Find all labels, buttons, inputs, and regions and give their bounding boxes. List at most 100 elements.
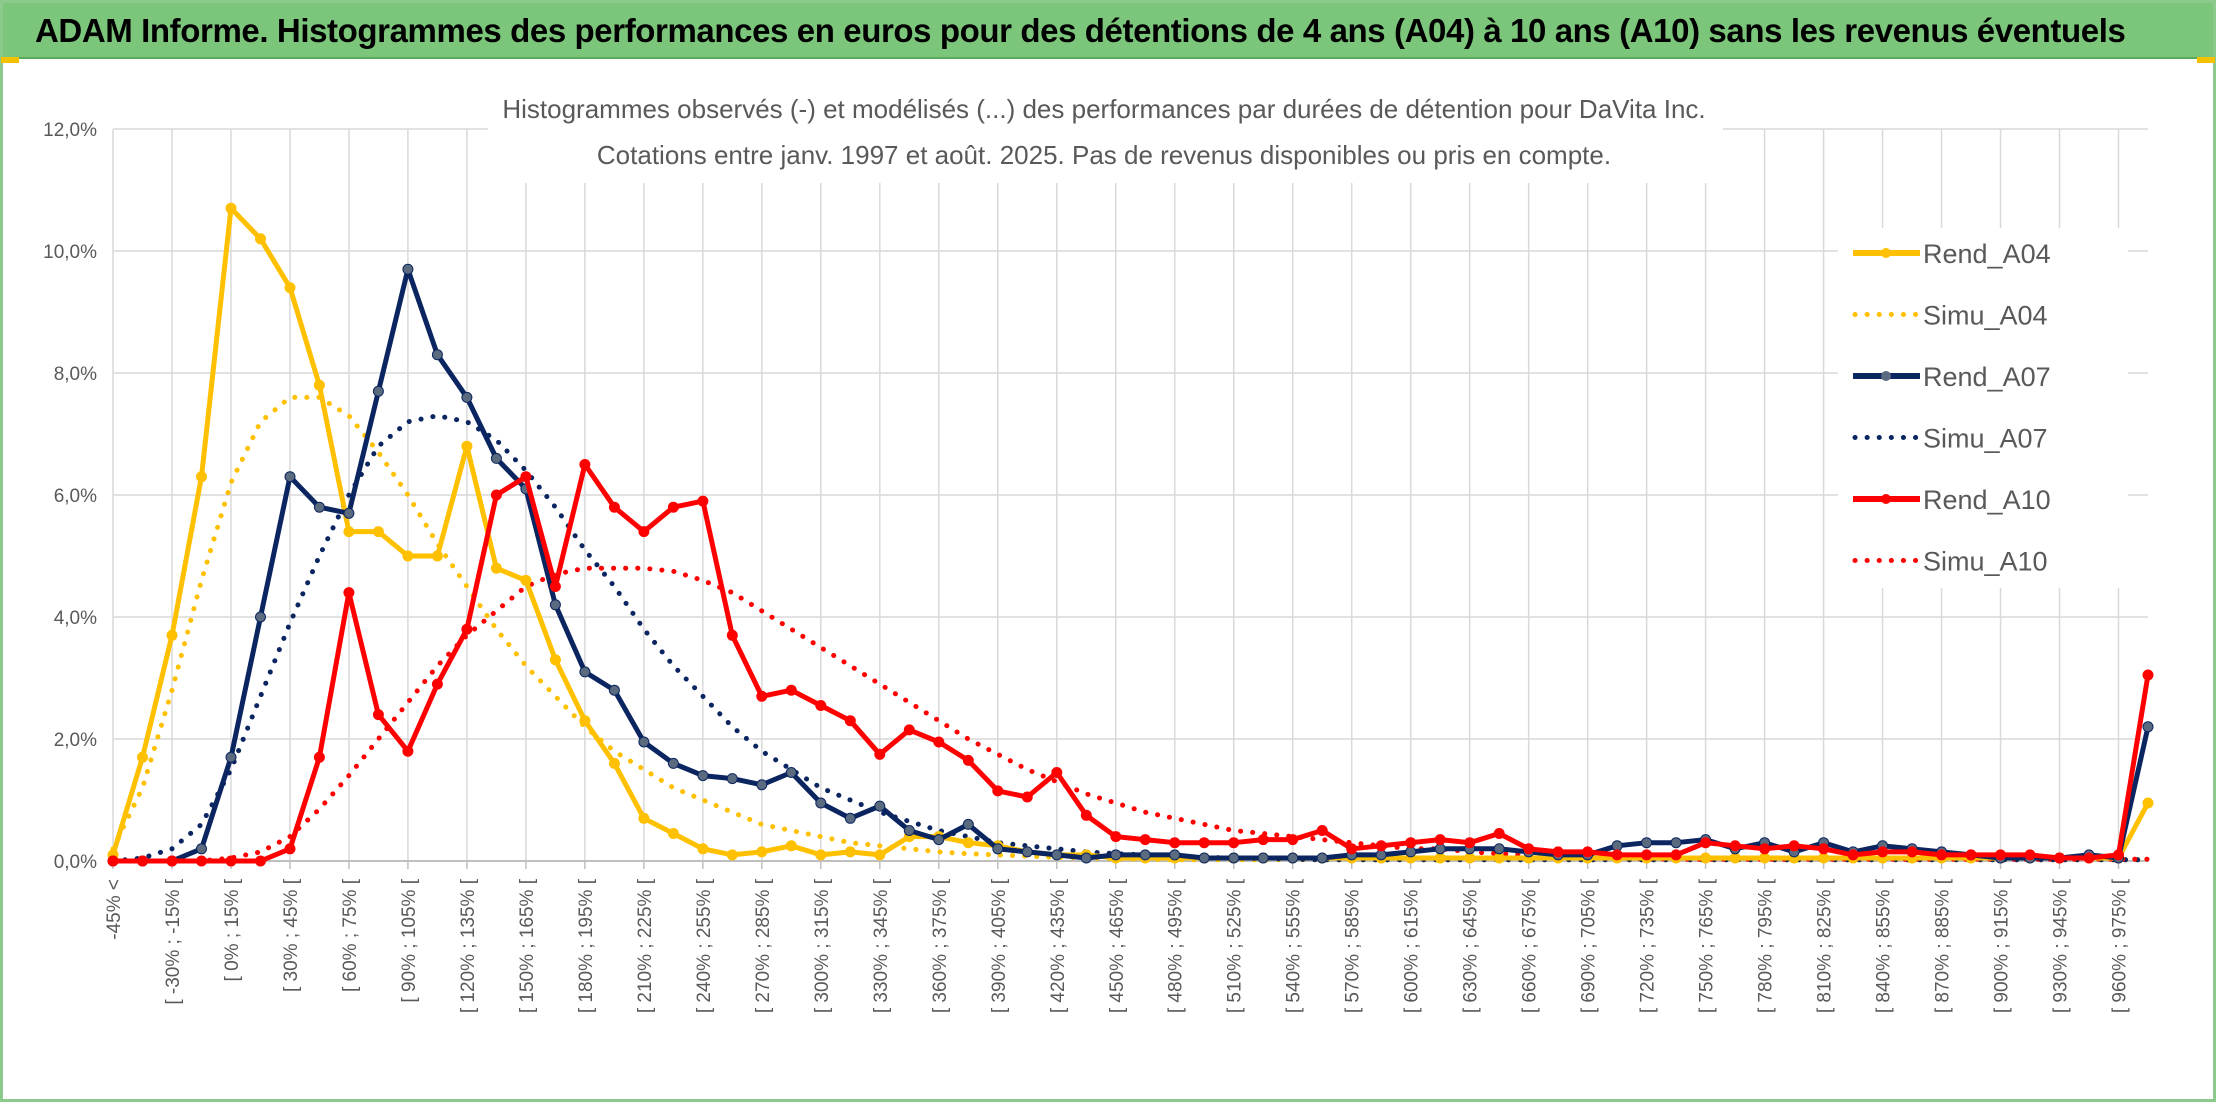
data-point — [225, 751, 237, 763]
corner-mark-right — [2197, 57, 2215, 63]
data-point — [284, 471, 296, 483]
data-point — [313, 751, 325, 763]
x-tick-label: [ 330% ; 345% [ — [871, 878, 892, 1013]
x-tick-label: [ 930% ; 945% [ — [2051, 878, 2072, 1013]
data-point — [1847, 849, 1859, 861]
x-tick-label: [ 390% ; 405% [ — [989, 878, 1010, 1013]
data-point — [490, 489, 502, 501]
corner-mark-left — [1, 57, 19, 63]
data-point — [1228, 852, 1240, 864]
data-point — [844, 812, 856, 824]
x-tick-label: [ 510% ; 525% [ — [1225, 878, 1246, 1013]
data-point — [313, 379, 325, 391]
data-point — [1434, 852, 1446, 864]
x-tick-label: [ 210% ; 225% [ — [635, 878, 656, 1013]
legend-label: Rend_A10 — [1923, 485, 2051, 515]
data-point — [196, 471, 207, 483]
data-point — [1995, 849, 2006, 861]
legend-marker — [1881, 371, 1891, 381]
data-point — [402, 550, 414, 562]
data-point — [726, 849, 738, 861]
x-tick-label: [ 420% ; 435% [ — [1048, 878, 1069, 1013]
x-tick-label: [ 30% ; 45% [ — [281, 878, 302, 992]
data-point — [1287, 852, 1299, 864]
data-point — [579, 666, 591, 678]
data-point — [1346, 843, 1358, 855]
x-tick-label: [ 840% ; 855% [ — [1874, 878, 1895, 1013]
data-point — [785, 767, 797, 778]
data-point — [1700, 852, 1712, 864]
data-point — [874, 800, 886, 812]
data-point — [490, 452, 502, 464]
x-tick-label: [ 780% ; 795% [ — [1756, 878, 1777, 1013]
data-point — [255, 233, 266, 245]
data-point — [137, 855, 148, 867]
legend-label: Simu_A07 — [1923, 424, 2048, 454]
data-point — [1729, 852, 1741, 864]
data-point — [579, 715, 591, 727]
data-point — [726, 629, 738, 641]
legend-item-rend-a07: Rend_A07 — [1853, 362, 2051, 392]
data-point — [1375, 840, 1387, 852]
data-point — [1198, 852, 1210, 864]
data-point — [1670, 837, 1682, 849]
x-tick-label: [ 90% ; 105% [ — [399, 878, 420, 1002]
data-point — [520, 574, 532, 586]
data-point — [785, 684, 797, 696]
x-tick-label: [ 60% ; 75% [ — [340, 878, 361, 992]
data-point — [1700, 837, 1712, 849]
data-point — [933, 834, 945, 846]
data-point — [166, 855, 178, 867]
data-point — [1021, 846, 1033, 858]
data-point — [1464, 837, 1476, 849]
x-tick-label: [ 870% ; 885% [ — [1933, 878, 1954, 1013]
data-point — [608, 501, 620, 513]
y-tick-label: 6,0% — [54, 486, 97, 507]
data-point — [638, 812, 650, 824]
y-tick-label: 2,0% — [54, 730, 97, 751]
data-point — [461, 623, 473, 635]
legend-item-rend-a10: Rend_A10 — [1853, 485, 2051, 515]
data-point — [549, 654, 561, 666]
data-point — [726, 773, 738, 785]
data-point — [2142, 721, 2154, 733]
data-point — [1493, 828, 1505, 839]
series-rend-a10 — [107, 459, 2154, 867]
legend-marker — [1881, 494, 1891, 504]
data-point — [1877, 846, 1889, 858]
x-tick-label: [ 600% ; 615% [ — [1402, 878, 1423, 1013]
data-point — [1110, 849, 1122, 861]
data-point — [402, 263, 414, 275]
data-point — [343, 526, 355, 538]
x-tick-label: [ 270% ; 285% [ — [753, 878, 774, 1013]
data-point — [1169, 837, 1181, 849]
data-point — [667, 828, 679, 839]
x-tick-label: [ 570% ; 585% [ — [1343, 878, 1364, 1013]
data-point — [1523, 843, 1535, 855]
data-point — [1729, 840, 1741, 852]
x-tick-label: [ 180% ; 195% [ — [576, 878, 597, 1013]
data-point — [343, 587, 355, 599]
data-point — [1375, 849, 1387, 861]
data-point — [667, 757, 679, 769]
legend-item-simu-a10: Simu_A10 — [1852, 547, 2048, 577]
data-point — [608, 684, 620, 696]
data-point — [874, 849, 886, 861]
data-point — [1316, 825, 1328, 836]
x-tick-label: [ 480% ; 495% [ — [1166, 878, 1187, 1013]
data-point — [1139, 849, 1151, 861]
data-point — [1582, 846, 1594, 858]
data-point — [520, 471, 532, 483]
x-tick-label: [ -30% ; -15% [ — [163, 878, 184, 1004]
data-point — [1611, 849, 1623, 861]
data-point — [579, 459, 591, 470]
data-point — [992, 843, 1004, 855]
x-tick-label: [ 0% ; 15% [ — [222, 878, 243, 981]
data-point — [549, 581, 561, 592]
data-point — [1552, 846, 1564, 858]
legend-label: Simu_A04 — [1923, 301, 2048, 331]
x-tick-label: [ 720% ; 735% [ — [1638, 878, 1659, 1013]
data-point — [1257, 852, 1269, 864]
y-axis-ticks: 0,0% 2,0% 4,0% 6,0% 8,0% 10,0% 12,0% — [43, 120, 97, 873]
data-point — [196, 855, 207, 867]
